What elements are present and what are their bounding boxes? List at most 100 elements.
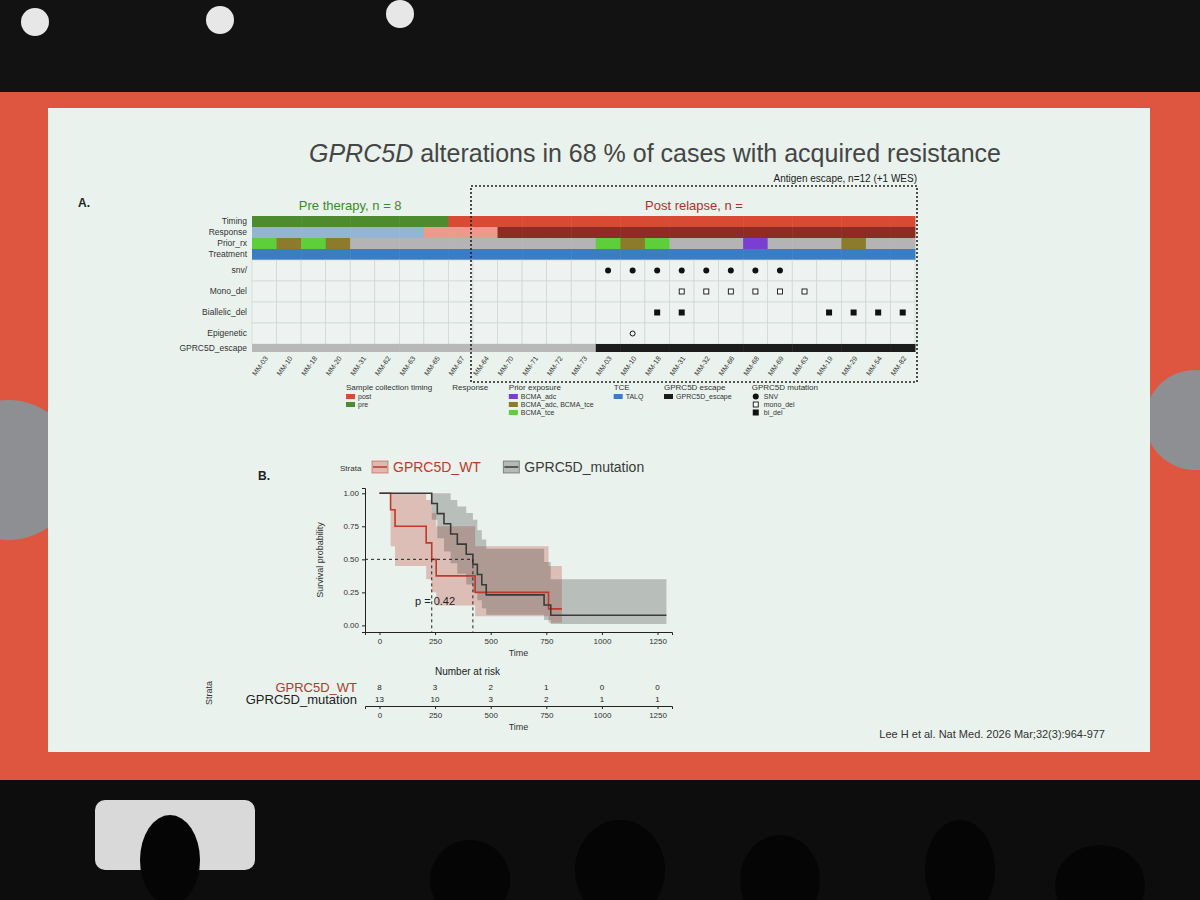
- grid-cell: [399, 260, 424, 281]
- track-cell: [277, 238, 302, 249]
- x-tick-mark: [546, 632, 547, 635]
- y-tick-label: 0.75: [343, 522, 359, 531]
- sample-label: MM-63: [398, 355, 416, 377]
- track-cell: [620, 216, 645, 227]
- track-cell: [792, 249, 817, 260]
- grid-cell: [448, 260, 473, 281]
- grid-cell: [375, 302, 400, 323]
- x-tick: 750: [540, 632, 554, 646]
- x-tick-label: 0: [378, 637, 383, 646]
- alteration-mark: [728, 289, 733, 294]
- grid-cell: [498, 281, 523, 302]
- grid-cell: [817, 281, 842, 302]
- track-cell: [841, 227, 866, 238]
- x-tick: 1250: [649, 632, 667, 646]
- legend-swatch: [664, 394, 673, 399]
- risk-value: 10: [431, 695, 440, 704]
- track-cell: [277, 216, 302, 227]
- track-cell: [817, 238, 842, 249]
- risk-x-axis-title: Time: [509, 722, 529, 732]
- sample-label: MM-82: [889, 355, 907, 377]
- grid-cell: [522, 260, 547, 281]
- track-cell: [596, 249, 621, 260]
- y-tick: 0.25: [343, 588, 365, 597]
- track-cell: [326, 249, 351, 260]
- track-cell: [375, 249, 400, 260]
- track-cell: [792, 216, 817, 227]
- audience-silhouette: [575, 820, 665, 900]
- track-cell: [571, 249, 596, 260]
- track-cell: [694, 249, 719, 260]
- grid-cell: [252, 302, 277, 323]
- legend-group: GPRC5D mutationSNVmono_delbi_del: [752, 383, 818, 417]
- grid-cell: [866, 302, 891, 323]
- alteration-mark: [704, 289, 709, 294]
- survival-curve: [379, 493, 561, 609]
- legend-group: Prior exposureBCMA_adcBCMA_adc, BCMA_tce…: [509, 383, 594, 417]
- slide-title: GPRC5D alterations in 68 % of cases with…: [309, 139, 1001, 167]
- grid-cell: [596, 302, 621, 323]
- track-cell: [448, 238, 473, 249]
- track-cell: [326, 238, 351, 249]
- sample-label: MM-63: [791, 355, 809, 377]
- legend-label: BCMA_adc: [521, 393, 557, 401]
- grid-cell: [547, 260, 572, 281]
- track-cell: [890, 216, 915, 227]
- row-label: Epigenetic: [207, 328, 247, 338]
- track-cell: [596, 216, 621, 227]
- y-tick: 0.75: [343, 522, 365, 531]
- track-cell: [841, 249, 866, 260]
- grid-cell: [596, 323, 621, 344]
- grid-cell: [473, 302, 498, 323]
- grid-cell: [375, 260, 400, 281]
- track-cell: [399, 249, 424, 260]
- x-tick-mark: [602, 632, 603, 635]
- grid-cell: [645, 302, 670, 323]
- track-cell: [301, 238, 326, 249]
- summary-cell: [596, 344, 621, 352]
- track-cell: [277, 227, 302, 238]
- row-label: Prior_rx: [217, 238, 248, 248]
- track-cell: [645, 249, 670, 260]
- track-cell: [669, 238, 694, 249]
- summary-cell: [448, 344, 473, 352]
- track-cell: [817, 216, 842, 227]
- risk-x-tick: 1000: [594, 706, 612, 720]
- grid-cell: [571, 281, 596, 302]
- grid-cell: [252, 281, 277, 302]
- track-cell: [719, 249, 744, 260]
- grid-cell: [620, 323, 645, 344]
- track-cell: [792, 227, 817, 238]
- slide: [48, 108, 1150, 752]
- grid-cell: [792, 281, 817, 302]
- plot-area: [365, 493, 666, 632]
- grid-cell: [866, 281, 891, 302]
- grid-cell: [743, 302, 768, 323]
- grid-cell: [694, 260, 719, 281]
- grid-cell: [252, 260, 277, 281]
- track-cell: [719, 227, 744, 238]
- grid-cell: [841, 260, 866, 281]
- grid-cell: [571, 323, 596, 344]
- grid-cell: [596, 281, 621, 302]
- grid-cell: [498, 323, 523, 344]
- panel-letter: B.: [258, 469, 270, 483]
- grid-cell: [399, 323, 424, 344]
- legend-title: Sample collection timing: [346, 383, 432, 392]
- track-cell: [866, 227, 891, 238]
- sample-label: MM-03: [251, 355, 269, 377]
- x-axis-line: [366, 633, 673, 636]
- track-cell: [620, 249, 645, 260]
- track-cell: [792, 238, 817, 249]
- legend-title: Response: [452, 383, 489, 392]
- track-cell: [375, 238, 400, 249]
- legend-swatch: [509, 402, 518, 407]
- grid-cell: [301, 281, 326, 302]
- track-cell: [424, 249, 449, 260]
- track-cell: [620, 227, 645, 238]
- legend-label: post: [358, 393, 371, 401]
- x-tick-label: 1000: [594, 637, 612, 646]
- summary-cell: [399, 344, 424, 352]
- legend-swatch: [509, 394, 518, 399]
- track-cell: [375, 216, 400, 227]
